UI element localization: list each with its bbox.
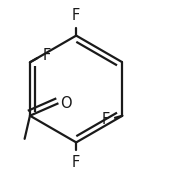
Text: F: F: [72, 155, 80, 170]
Text: O: O: [60, 96, 72, 111]
Text: F: F: [102, 112, 110, 127]
Text: F: F: [42, 48, 51, 63]
Text: F: F: [72, 8, 80, 23]
